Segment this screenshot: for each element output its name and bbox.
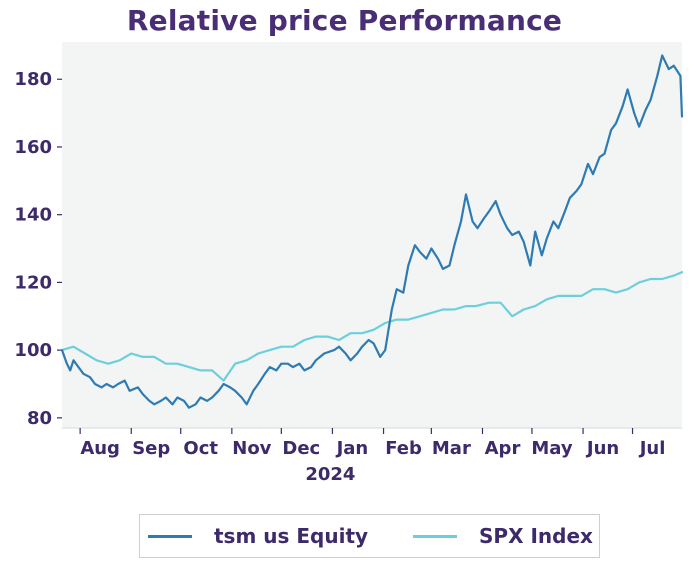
legend: tsm us Equity SPX Index [139, 514, 600, 558]
y-tick-label: 160 [14, 137, 52, 158]
series-line-tsm [60, 54, 684, 409]
x-tick-label: Sep [132, 438, 170, 459]
x-tick-label: Apr [485, 438, 521, 459]
x-tick-label: May [531, 438, 573, 459]
x-tick-label: Mar [432, 438, 471, 459]
x-tick-label: Jul [638, 438, 666, 459]
y-tick-label: 180 [14, 69, 52, 90]
series-layer [60, 54, 684, 409]
x-axis: Aug Sep Oct Nov Dec Jan 2024 Feb Mar Apr May Jun Jul [62, 427, 682, 485]
x-tick-label: Dec [282, 438, 320, 459]
legend-item-tsm: tsm us Equity [148, 515, 368, 557]
x-tick-label: Feb [385, 438, 422, 459]
legend-item-spx: SPX Index [413, 515, 593, 557]
legend-label-spx: SPX Index [479, 524, 593, 548]
y-axis: 80 100 120 140 160 180 [14, 69, 62, 429]
legend-label-tsm: tsm us Equity [214, 524, 369, 548]
x-tick-label: Nov [232, 438, 271, 459]
plot-background [62, 42, 682, 428]
y-tick-label: 100 [14, 340, 52, 361]
x-tick-label: Oct [183, 438, 218, 459]
x-tick-label: Jan [335, 438, 369, 459]
y-tick-label: 140 [14, 205, 52, 226]
y-tick-label: 120 [14, 272, 52, 293]
x-tick-year-label: 2024 [305, 464, 355, 485]
series-line-spx [60, 271, 684, 382]
chart-title: Relative price Performance [126, 4, 563, 37]
x-tick-label: Aug [80, 438, 120, 459]
x-tick-label: Jun [585, 438, 619, 459]
legend-swatch-spx [413, 534, 457, 538]
y-tick-label: 80 [27, 408, 52, 429]
legend-swatch-tsm [148, 534, 192, 538]
